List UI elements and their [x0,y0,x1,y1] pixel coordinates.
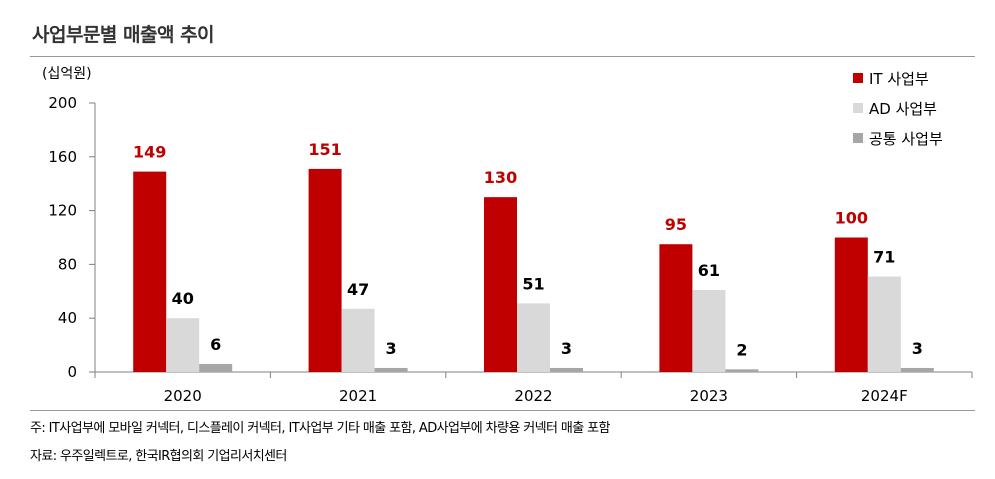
legend-swatch-icon [853,133,863,143]
y-tick-label: 200 [48,94,77,112]
y-tick-label: 160 [48,148,77,166]
bar [199,363,233,372]
data-label: 51 [522,274,544,293]
data-label: 6 [210,335,221,354]
data-label: 71 [873,248,895,267]
bar [484,197,517,372]
legend-swatch-icon [853,103,863,113]
bar [550,367,583,372]
bar [517,303,550,372]
legend-label: IT 사업부 [869,69,929,88]
bar [374,367,408,372]
data-label: 149 [133,143,166,162]
bar [900,367,934,372]
data-label: 3 [561,339,572,358]
source-note: 자료: 우주일렉트로, 한국IR협의회 기업리서치센터 [30,449,287,464]
bar [308,168,342,372]
data-label: 2 [736,340,747,359]
data-label: 3 [912,339,923,358]
data-label: 130 [484,168,517,187]
legend-label: AD 사업부 [869,99,937,118]
data-label: 3 [386,339,397,358]
bar-chart: 0 40 80 120 160 200 149 40 6 2020 151 47 3 2021 130 51 3… [48,94,973,405]
chart-legend: IT 사업부 AD 사업부 공통 사업부 [853,63,943,153]
chart-title: 사업부문별 매출액 추이 [32,24,215,46]
title-divider [30,56,975,57]
bar [341,308,375,372]
footnote: 주: IT사업부에 모바일 커넥터, 디스플레이 커넥터, IT사업부 기타 매… [30,421,610,436]
y-tick-label: 80 [58,255,77,273]
bar [834,237,868,372]
x-tick-label: 2023 [690,387,728,405]
x-tick-label: 2024F [861,387,908,405]
bar [867,276,901,372]
legend-item-it: IT 사업부 [853,63,943,93]
x-tick-label: 2021 [339,387,377,405]
y-axis-unit-label: (십억원) [42,66,92,82]
bar [725,369,759,372]
data-label: 100 [835,209,868,228]
y-tick-label: 0 [67,363,77,381]
legend-item-common: 공통 사업부 [853,123,943,153]
bar [133,171,167,372]
y-tick-label: 120 [48,202,77,220]
bar [692,289,726,372]
bar [659,244,693,372]
data-label: 61 [698,261,720,280]
bar [166,318,200,372]
x-tick-label: 2022 [514,387,552,405]
data-label: 40 [172,289,194,308]
footnote-divider [30,410,975,411]
data-label: 95 [665,215,687,234]
legend-swatch-icon [853,73,863,83]
legend-label: 공통 사업부 [869,129,943,148]
data-label: 47 [347,280,369,299]
data-label: 151 [308,140,341,159]
y-tick-label: 40 [58,309,77,327]
legend-item-ad: AD 사업부 [853,93,943,123]
x-tick-label: 2020 [164,387,202,405]
